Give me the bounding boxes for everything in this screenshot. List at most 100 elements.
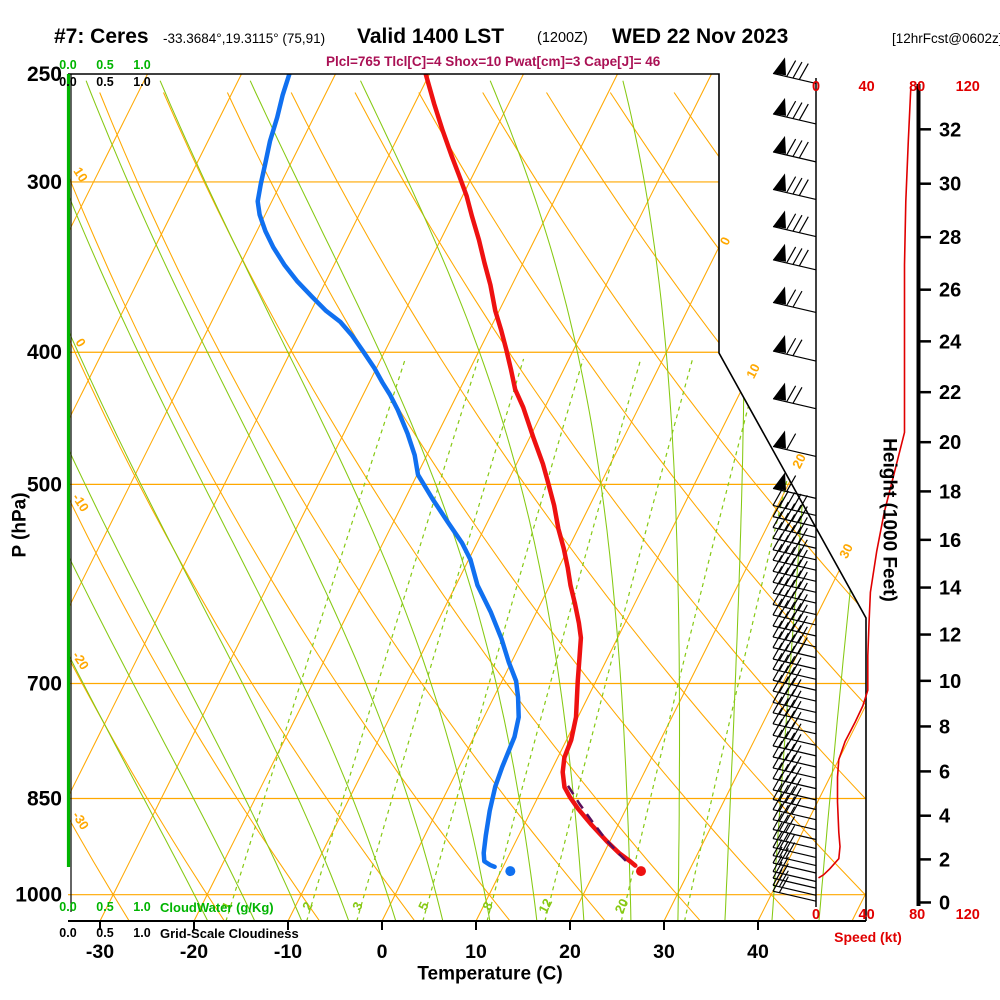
cloudwater-scale-bottom: 1.0 (133, 900, 150, 914)
mixing-ratio-label: 3 (349, 899, 366, 912)
height-tick-label: 10 (939, 671, 961, 693)
moist-adiabat-line (68, 80, 397, 921)
dry-adiabat-line (546, 92, 866, 921)
moist-adiabat-line (68, 80, 256, 921)
wind-barb (772, 57, 817, 84)
wind-barb (772, 783, 817, 811)
wind-barb (772, 243, 817, 271)
height-tick-label: 26 (939, 280, 961, 302)
height-tick-label: 14 (939, 578, 962, 600)
wind-barb (772, 286, 817, 314)
temperature-tick-label: 20 (559, 941, 581, 963)
dry-adiabat-line (609, 92, 866, 921)
wind-barb (772, 762, 817, 790)
cloudiness-scale-bottom: 1.0 (133, 926, 150, 940)
pressure-tick-label: 700 (27, 673, 62, 696)
cloudwater-scale-top: 1.0 (133, 58, 150, 72)
dry-adiabat-label: 0 (73, 335, 90, 349)
wind-speed-curve (818, 87, 912, 879)
mixing-ratio-line (683, 358, 818, 921)
dry-adiabat-line (801, 92, 866, 921)
wind-barb (772, 751, 817, 779)
wind-barb (772, 576, 817, 604)
dry-adiabat-line (482, 92, 866, 921)
wind-barb (772, 773, 817, 801)
isotherm-line (287, 74, 712, 921)
moist-adiabat-line (68, 80, 209, 921)
wind-barb (772, 663, 817, 691)
cloudwater-scale-bottom: 0.0 (59, 900, 76, 914)
wind-barb (772, 335, 817, 362)
wind-barb (772, 430, 817, 458)
wind-barb (772, 588, 817, 616)
cloudiness-scale-top: 0.0 (59, 75, 76, 89)
mixing-ratio-line (486, 358, 642, 921)
height-tick-label: 24 (939, 331, 962, 353)
wind-barb (772, 719, 817, 746)
temperature-tick-label: -20 (180, 941, 208, 963)
wind-barb (772, 674, 817, 702)
wind-barb (772, 696, 817, 724)
wind-barb (772, 868, 817, 896)
wind-barb (772, 740, 817, 768)
temperature-tick-label: -10 (274, 941, 302, 963)
isotherm-line (851, 74, 866, 921)
mixing-ratio-label: 12 (535, 896, 555, 916)
temperature-tick-label: 40 (747, 941, 769, 963)
wind-barb (772, 173, 817, 201)
cloudiness-scale-bottom: 0.5 (96, 926, 113, 940)
temperature-tick-label: 30 (653, 941, 675, 963)
wind-barb (772, 521, 817, 549)
moist-adiabat-line (85, 80, 444, 921)
isotherm-label: 20 (789, 451, 809, 471)
height-tick-label: 6 (939, 761, 950, 783)
height-tick-label: 28 (939, 227, 961, 249)
dry-adiabat-line (68, 92, 511, 921)
isotherm-line (68, 74, 430, 921)
speed-tick-label: 40 (859, 79, 875, 95)
temperature-tick-label: 10 (465, 941, 487, 963)
surface-temperature-dot (635, 866, 646, 877)
wind-barb (772, 686, 817, 714)
wind-panel (772, 57, 912, 907)
isotherm-label: 30 (836, 541, 856, 561)
height-tick-label: 4 (939, 806, 951, 828)
moist-adiabat-line (622, 80, 681, 921)
mixing-ratio-label: 5 (415, 899, 432, 912)
pressure-tick-label: 300 (27, 171, 62, 194)
pressure-axis-label: P (hPa) (9, 492, 31, 558)
parcel-path (566, 785, 631, 866)
isotherm-label: 10 (743, 361, 763, 381)
isotherm-line (193, 74, 618, 921)
wind-barb (772, 620, 817, 648)
speed-tick-label: 120 (956, 907, 980, 923)
isotherm-line (99, 74, 524, 921)
moist-adiabat-line (489, 80, 632, 921)
dry-adiabat-line (226, 92, 797, 921)
wind-barb (772, 382, 817, 410)
moist-adiabat-line (68, 80, 350, 921)
wind-barb (772, 609, 817, 637)
wind-barb (772, 555, 817, 582)
height-axis-label: Height (1000 Feet) (878, 438, 900, 602)
cloudiness-scale-top: 0.5 (96, 75, 113, 89)
height-tick-label: 18 (939, 481, 961, 503)
mixing-ratio-label: 20 (612, 896, 632, 916)
wind-barb (772, 489, 817, 517)
cloudwater-scale-top: 0.0 (59, 58, 76, 72)
cloudiness-legend-label: Grid-Scale Cloudiness (160, 926, 299, 941)
cloudwater-legend-label: CloudWater (g/Kg) (160, 900, 274, 915)
sounding-profiles (255, 74, 646, 877)
height-tick-label: 22 (939, 382, 961, 404)
isotherm-line (569, 74, 866, 921)
dry-adiabat-label: 10 (71, 164, 91, 184)
height-tick-label: 30 (939, 174, 961, 196)
height-tick-label: 32 (939, 119, 961, 141)
height-tick-label: 2 (939, 849, 950, 871)
isotherm-line (663, 74, 866, 921)
dry-adiabat-line (929, 93, 1000, 922)
speed-tick-label: 40 (859, 907, 875, 923)
